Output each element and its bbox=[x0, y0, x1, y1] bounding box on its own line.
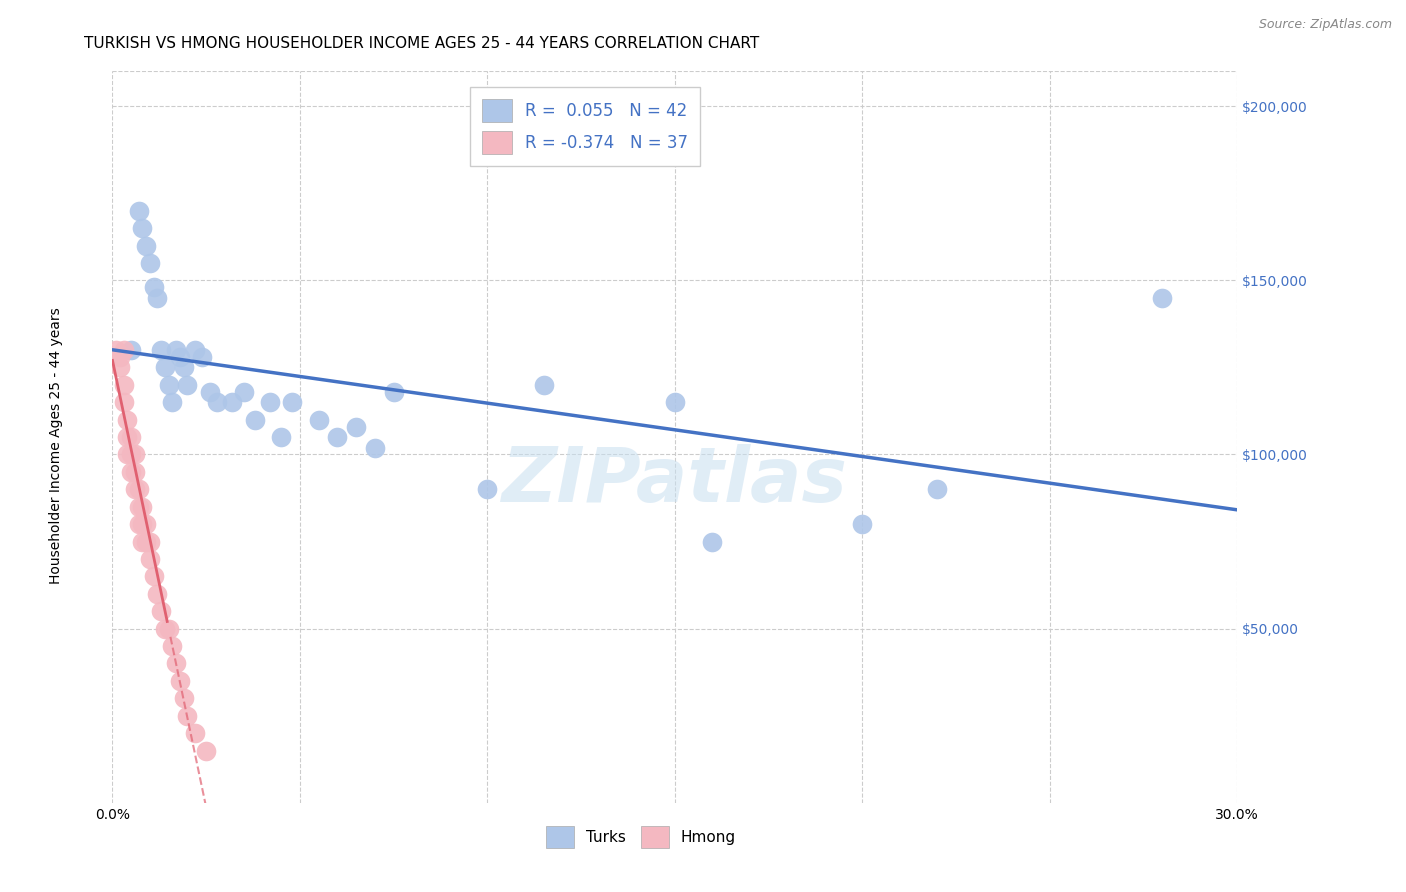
Point bbox=[117, 448, 139, 462]
Point bbox=[135, 517, 157, 532]
Point bbox=[207, 395, 229, 409]
Point bbox=[128, 203, 150, 218]
Point bbox=[139, 256, 162, 270]
Point bbox=[120, 343, 142, 357]
Point bbox=[477, 483, 499, 497]
Point bbox=[105, 343, 128, 357]
Point bbox=[281, 395, 304, 409]
Point bbox=[169, 350, 191, 364]
Point bbox=[243, 412, 266, 426]
Point bbox=[157, 622, 180, 636]
Point bbox=[120, 430, 142, 444]
Point bbox=[153, 622, 176, 636]
Point bbox=[176, 377, 198, 392]
Point bbox=[146, 291, 169, 305]
Point bbox=[169, 673, 191, 688]
Point bbox=[124, 448, 146, 462]
Point bbox=[120, 448, 142, 462]
Point bbox=[927, 483, 949, 497]
Point bbox=[112, 343, 135, 357]
Point bbox=[153, 360, 176, 375]
Point bbox=[198, 384, 221, 399]
Point bbox=[128, 500, 150, 514]
Point bbox=[142, 569, 165, 583]
Point bbox=[117, 430, 139, 444]
Point bbox=[157, 377, 180, 392]
Point bbox=[150, 343, 173, 357]
Point bbox=[120, 465, 142, 479]
Point bbox=[135, 238, 157, 252]
Point bbox=[131, 500, 153, 514]
Point bbox=[221, 395, 243, 409]
Point bbox=[326, 430, 349, 444]
Point bbox=[382, 384, 405, 399]
Point bbox=[173, 360, 195, 375]
Point bbox=[131, 517, 153, 532]
Point bbox=[162, 395, 184, 409]
Point bbox=[165, 657, 187, 671]
Point bbox=[146, 587, 169, 601]
Point bbox=[195, 743, 218, 757]
Point bbox=[139, 552, 162, 566]
Point bbox=[259, 395, 281, 409]
Text: TURKISH VS HMONG HOUSEHOLDER INCOME AGES 25 - 44 YEARS CORRELATION CHART: TURKISH VS HMONG HOUSEHOLDER INCOME AGES… bbox=[84, 36, 759, 51]
Point bbox=[142, 280, 165, 294]
Point bbox=[191, 350, 214, 364]
Point bbox=[364, 441, 387, 455]
Point bbox=[112, 377, 135, 392]
Text: Householder Income Ages 25 - 44 years: Householder Income Ages 25 - 44 years bbox=[49, 308, 63, 584]
Text: Source: ZipAtlas.com: Source: ZipAtlas.com bbox=[1258, 18, 1392, 31]
Point bbox=[112, 395, 135, 409]
Point bbox=[664, 395, 686, 409]
Point bbox=[232, 384, 254, 399]
Point bbox=[184, 343, 207, 357]
Point bbox=[702, 534, 724, 549]
Point bbox=[108, 350, 131, 364]
Point bbox=[162, 639, 184, 653]
Text: ZIPatlas: ZIPatlas bbox=[502, 444, 848, 518]
Point bbox=[173, 691, 195, 706]
Point bbox=[344, 419, 367, 434]
Point bbox=[108, 360, 131, 375]
Point bbox=[851, 517, 873, 532]
Point bbox=[124, 483, 146, 497]
Point bbox=[128, 517, 150, 532]
Point bbox=[128, 483, 150, 497]
Point bbox=[117, 412, 139, 426]
Point bbox=[308, 412, 330, 426]
Point bbox=[533, 377, 555, 392]
Legend: Turks, Hmong: Turks, Hmong bbox=[540, 820, 742, 854]
Point bbox=[124, 465, 146, 479]
Point bbox=[135, 534, 157, 549]
Point bbox=[131, 534, 153, 549]
Point bbox=[184, 726, 207, 740]
Point bbox=[165, 343, 187, 357]
Point bbox=[139, 534, 162, 549]
Point bbox=[131, 221, 153, 235]
Point bbox=[176, 708, 198, 723]
Point bbox=[1152, 291, 1174, 305]
Point bbox=[150, 604, 173, 618]
Point bbox=[270, 430, 292, 444]
